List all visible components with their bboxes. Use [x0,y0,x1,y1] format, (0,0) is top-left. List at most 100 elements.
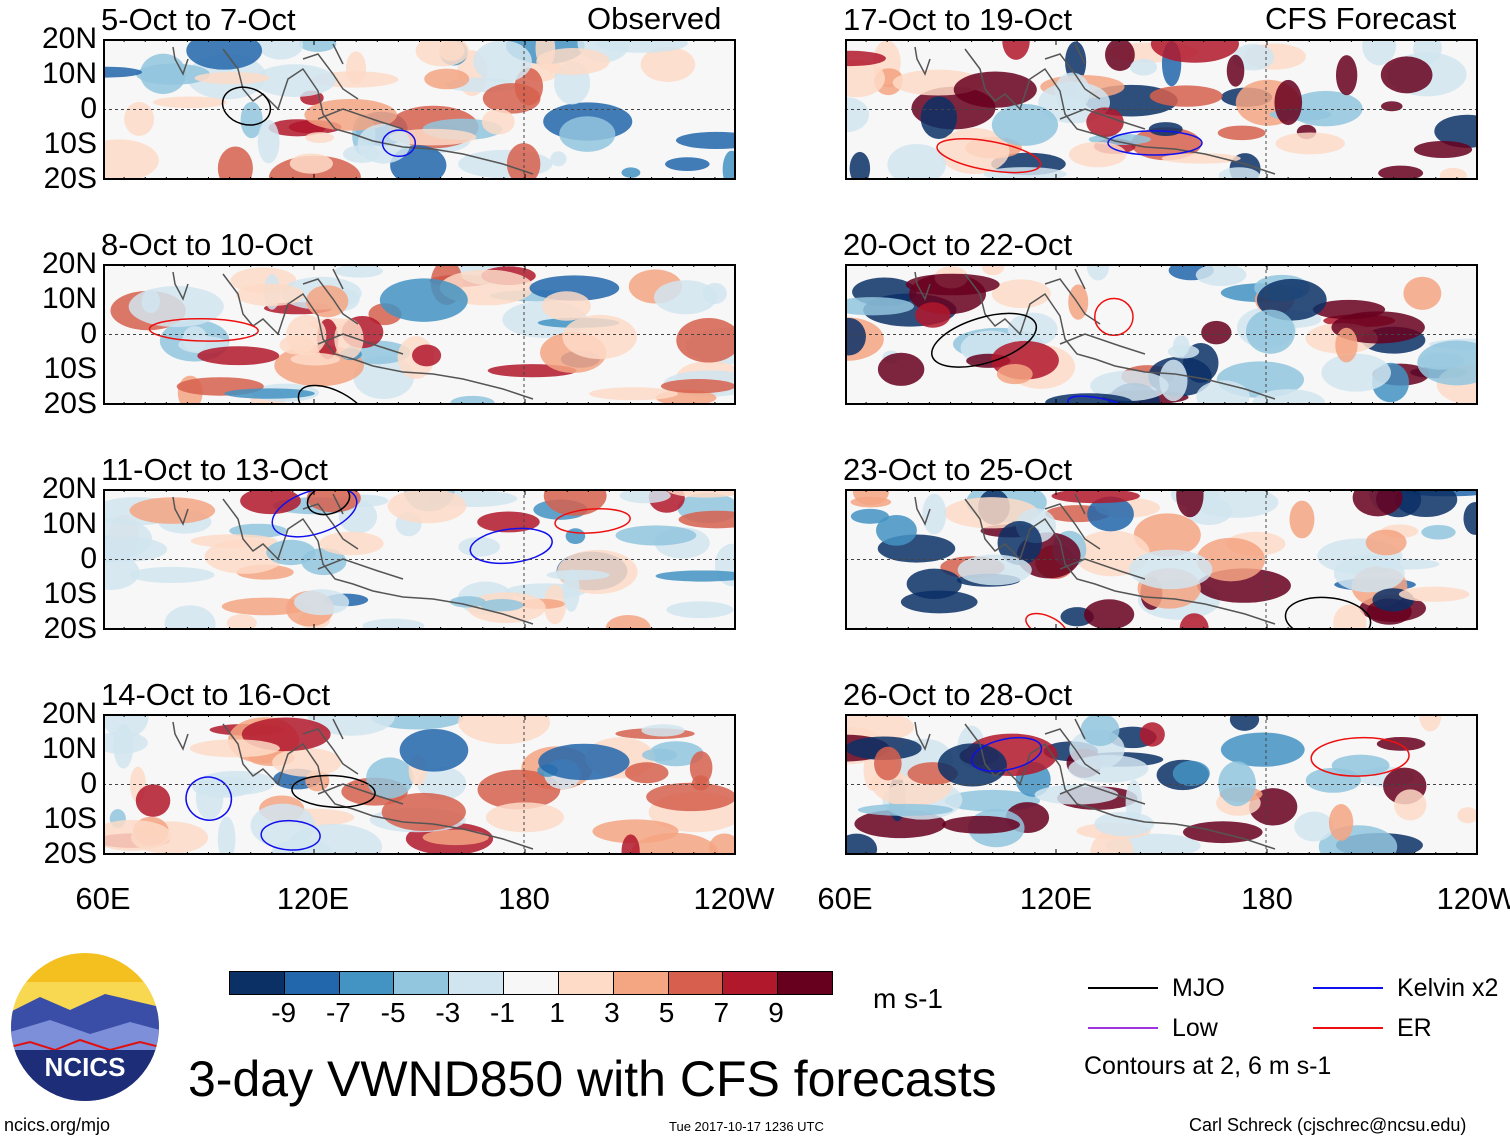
anomaly-shading [135,784,171,817]
anomaly-shading [937,743,1007,787]
anomaly-shading [550,151,567,167]
anomaly-shading [1139,722,1165,747]
anomaly-shading [875,515,917,546]
lat-label: 20S [43,387,97,420]
colorbar-tick: 5 [658,997,675,1028]
colorbar [229,971,833,995]
anomaly-shading [424,68,470,90]
lat-label: 0 [80,317,97,350]
anomaly-shading [538,743,630,781]
wave-contour [185,776,233,821]
coastline [172,493,534,625]
legend-line-mjo [1088,987,1158,989]
wave-contour [381,129,417,158]
anomaly-shading [1218,761,1256,807]
anomaly-shading [141,289,160,314]
anomaly-shading [982,264,1005,276]
anomaly-shading [1365,529,1407,556]
anomaly-shading [920,96,958,139]
anomaly-shading [915,302,951,328]
legend-label: Kelvin x2 [1397,974,1499,1002]
panel-title: 26-Oct to 28-Oct [843,677,1073,712]
anomaly-shading [1195,264,1247,287]
anomaly-shading [722,150,736,180]
anomaly-shading [417,766,467,801]
anomaly-shading [257,119,280,164]
anomaly-shading [217,816,236,855]
colorbar-swatch [503,972,558,994]
anomaly-shading [1150,39,1239,63]
anomaly-shading [1393,789,1427,821]
colorbar-swatch [338,972,394,994]
anomaly-shading [1068,754,1149,783]
anomaly-shading [1362,39,1397,66]
anomaly-shading [480,599,524,612]
anomaly-shading [906,568,962,600]
legend-line-er [1313,1027,1383,1029]
wave-contour [1094,297,1134,337]
lat-label: 10S [43,127,97,160]
wave-contour [271,489,358,538]
anomaly-shading [103,714,149,739]
colorbar-swatch [557,972,613,994]
wave-contour [221,86,272,126]
wave-contour [297,384,370,405]
anomaly-shading [103,731,148,754]
anomaly-shading [1167,344,1200,359]
wave-contour [1107,130,1203,156]
anomaly-shading [1105,39,1135,71]
anomaly-shading [1129,549,1213,590]
footer-credit: Carl Schreck (cjschrec@ncsu.edu) [1189,1115,1467,1135]
anomaly-shading [1034,784,1119,805]
anomaly-shading [546,569,610,581]
anomaly-shading [1226,54,1245,87]
anomaly-shading [1380,56,1433,94]
panel-frame [103,714,736,855]
anomaly-shading [1289,500,1315,539]
anomaly-shading [676,318,736,363]
anomaly-shading [334,318,364,359]
anomaly-shading [204,539,285,574]
anomaly-shading [1090,831,1134,855]
anomaly-shading [1419,714,1442,732]
lon-label: 180 [1241,881,1293,916]
panel-title: 8-Oct to 10-Oct [101,227,313,262]
panel-frame [845,264,1478,405]
wave-contour [469,527,553,565]
anomaly-shading [996,363,1033,385]
wave-contour [260,819,321,851]
anomaly-shading [1249,788,1298,826]
colorbar-swatch [777,972,832,994]
anomaly-shading [1094,811,1155,837]
wave-contour [306,489,351,516]
map-panel-left-3 [103,489,736,630]
anomaly-shading [857,803,954,816]
anomaly-shading [388,128,477,146]
anomaly-shading [1403,276,1442,310]
map-panel-left-2 [103,264,736,405]
anomaly-shading [103,66,143,78]
anomaly-shading [289,153,333,174]
map-panel-right-2 [845,264,1478,405]
panel-frame [845,714,1478,855]
anomaly-shading [592,819,679,844]
anomaly-shading [103,517,153,560]
map-panel-right-3 [845,489,1478,630]
anomaly-shading [399,728,469,772]
anomaly-shading [1045,393,1133,405]
anomaly-shading [1274,79,1303,126]
lat-label: 20S [43,837,97,870]
anomaly-shading [983,167,1067,180]
anomaly-shading [665,157,710,172]
coastline [172,718,534,850]
legend-label: Low [1172,1014,1218,1042]
anomaly-shading [942,815,1020,834]
anomaly-shading [991,104,1059,146]
anomaly-shading [422,829,489,846]
anomaly-shading [1335,55,1358,96]
anomaly-shading [845,297,915,316]
footer-url[interactable]: ncics.org/mjo [4,1115,111,1135]
lat-label: 20N [41,697,97,730]
footer-timestamp: Tue 2017-10-17 1236 UTC [669,1119,824,1134]
legend-line-low [1088,1027,1158,1029]
